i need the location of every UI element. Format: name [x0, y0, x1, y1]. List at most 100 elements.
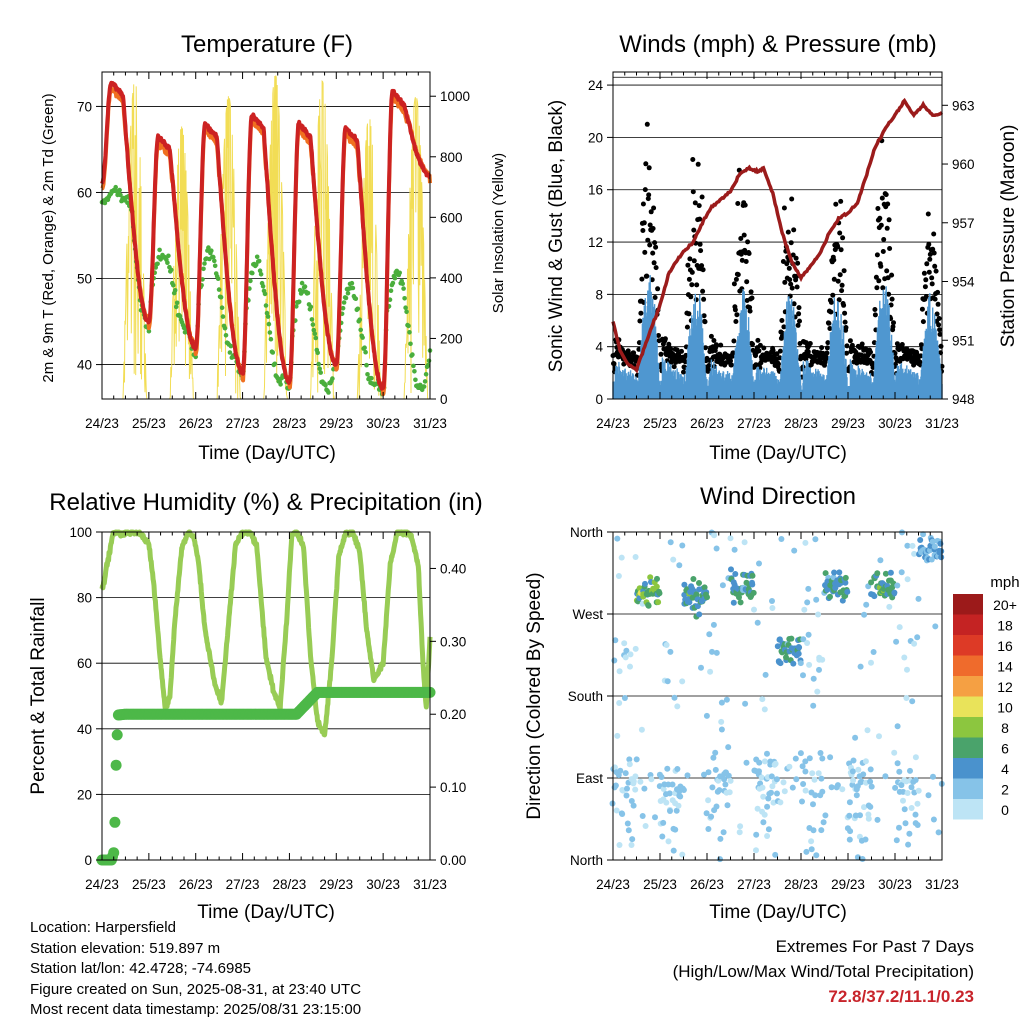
- direction-point: [808, 838, 815, 845]
- gust-point: [702, 319, 708, 325]
- direction-point: [803, 848, 810, 855]
- direction-point: [772, 851, 779, 858]
- latlon-text: Station lat/lon: 42.4728; -74.6985: [30, 960, 252, 977]
- legend-swatch: [953, 655, 983, 676]
- direction-point: [627, 651, 634, 658]
- gust-point: [743, 259, 749, 264]
- direction-point: [812, 536, 819, 543]
- direction-point: [938, 548, 945, 555]
- direction-point: [753, 847, 759, 854]
- winds-xtick-label: 26/23: [690, 416, 724, 431]
- temperature-xtick-label: 26/23: [179, 416, 213, 431]
- gust-point: [919, 306, 925, 312]
- direction-point: [764, 750, 770, 757]
- gust-point: [779, 318, 785, 323]
- dewpoint-point: [206, 245, 211, 250]
- direction-point: [850, 777, 857, 784]
- direction-point: [810, 702, 817, 709]
- gust-point: [685, 262, 691, 268]
- direction-point: [793, 776, 800, 783]
- direction-point: [914, 822, 921, 828]
- gust-point: [931, 231, 937, 237]
- direction-point: [927, 547, 933, 554]
- direction-point: [753, 831, 760, 838]
- dewpoint-point: [423, 372, 429, 377]
- direction-point: [618, 554, 625, 561]
- gust-point: [746, 251, 752, 256]
- solar-insolation-series: [102, 75, 430, 400]
- dewpoint-point: [397, 270, 403, 276]
- gust-point: [739, 257, 745, 263]
- gust-point: [892, 350, 898, 356]
- direction-point: [623, 792, 630, 799]
- direction-point: [812, 792, 819, 799]
- direction-xtick-label: 27/23: [737, 877, 771, 892]
- legend-label: 18: [997, 618, 1013, 634]
- direction-point: [902, 820, 909, 827]
- direction-point: [904, 666, 910, 673]
- direction-point: [756, 560, 762, 567]
- dewpoint-point: [412, 369, 417, 374]
- direction-point: [647, 574, 654, 581]
- created-text: Figure created on Sun, 2025-08-31, at 23…: [30, 980, 362, 998]
- direction-point: [846, 812, 853, 819]
- direction-point: [710, 754, 717, 761]
- gust-point: [923, 277, 929, 283]
- dewpoint-point: [173, 304, 179, 310]
- dewpoint-point: [411, 363, 416, 369]
- direction-point: [810, 801, 816, 808]
- gust-point: [926, 269, 932, 275]
- gust-point: [757, 342, 763, 348]
- gust-point: [874, 252, 880, 258]
- direction-point: [653, 583, 660, 590]
- direction-point: [630, 802, 637, 809]
- direction-point: [768, 773, 775, 780]
- precip-ytick-label: 0.30: [440, 634, 466, 649]
- gust-point: [738, 236, 744, 241]
- humidity-ytick-label: 80: [77, 591, 92, 606]
- direction-point: [639, 813, 646, 819]
- humidity-xtick-label: 30/23: [366, 877, 400, 892]
- gust-point: [697, 241, 703, 247]
- direction-point: [874, 570, 881, 577]
- direction-point: [774, 790, 780, 797]
- direction-point: [886, 603, 893, 610]
- gust-point: [708, 333, 714, 339]
- gust-point: [824, 350, 830, 356]
- gust-point: [839, 282, 845, 288]
- dewpoint-point: [220, 314, 226, 319]
- direction-point: [813, 852, 820, 859]
- dewpoint-point: [209, 248, 214, 253]
- dewpoint-point: [278, 382, 283, 387]
- gust-point: [774, 351, 780, 357]
- gust-point: [731, 281, 737, 287]
- dewpoint-point: [270, 350, 276, 355]
- gust-point: [872, 307, 878, 312]
- gust-point: [891, 320, 896, 326]
- direction-point: [915, 787, 922, 794]
- direction-point: [717, 856, 723, 863]
- gust-point: [875, 206, 881, 211]
- dewpoint-point: [404, 309, 409, 315]
- dewpoint-point: [265, 314, 271, 319]
- gust-point: [733, 276, 739, 282]
- gust-point: [640, 228, 646, 233]
- gust-point: [880, 249, 886, 254]
- gust-point: [689, 269, 695, 275]
- gust-point: [795, 260, 801, 266]
- solar-ytick-label: 400: [440, 271, 463, 286]
- gust-point: [650, 250, 656, 256]
- direction-point: [698, 664, 704, 671]
- direction-point: [912, 777, 919, 783]
- direction-point: [894, 760, 901, 767]
- gust-point: [938, 343, 944, 349]
- direction-point: [914, 634, 921, 641]
- elevation-text: Station elevation: 519.897 m: [30, 939, 221, 957]
- direction-point: [806, 661, 813, 668]
- gust-point: [679, 348, 684, 354]
- gust-point: [793, 255, 799, 261]
- direction-point: [616, 668, 623, 675]
- direction-point: [676, 562, 683, 569]
- gust-point: [873, 274, 879, 280]
- direction-point: [931, 543, 938, 550]
